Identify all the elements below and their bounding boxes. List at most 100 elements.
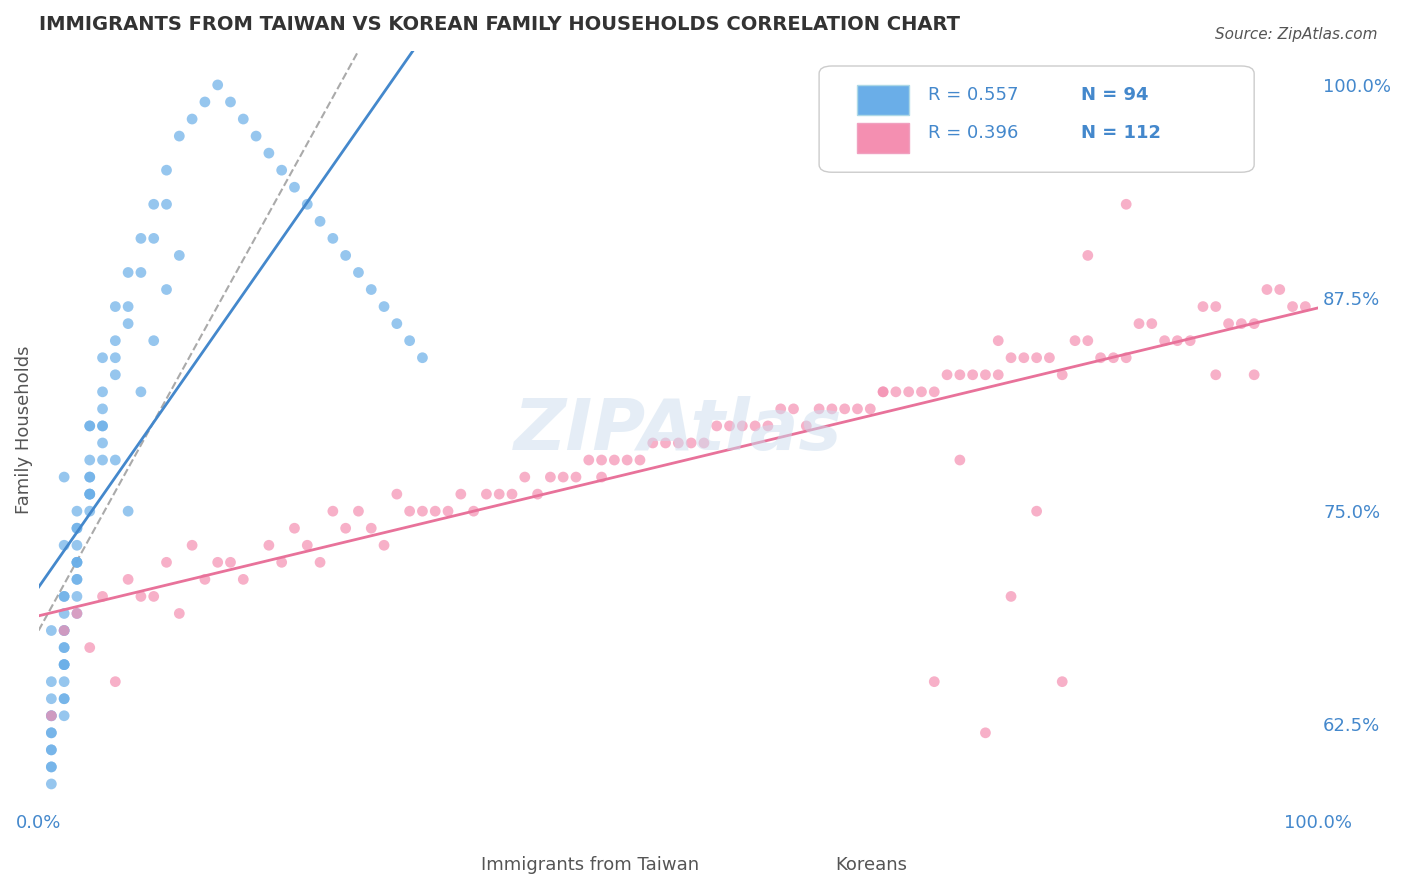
Point: [872, 384, 894, 399]
Point: [79, 418, 101, 433]
Point: [91, 590, 114, 604]
Point: [232, 573, 254, 587]
Point: [373, 300, 395, 314]
Point: [666, 436, 689, 450]
Point: [859, 401, 882, 416]
Point: [821, 401, 844, 416]
Point: [41, 708, 63, 723]
Point: [949, 368, 972, 382]
Point: [1192, 300, 1215, 314]
Point: [79, 487, 101, 501]
Point: [41, 674, 63, 689]
Point: [360, 521, 382, 535]
Point: [1140, 317, 1163, 331]
Point: [1230, 317, 1253, 331]
Point: [104, 351, 127, 365]
Point: [385, 487, 408, 501]
Point: [41, 777, 63, 791]
Point: [53, 624, 76, 638]
Point: [66, 521, 89, 535]
Point: [1000, 351, 1022, 365]
Point: [66, 607, 89, 621]
Point: [962, 368, 984, 382]
Point: [450, 487, 472, 501]
Point: [79, 470, 101, 484]
Point: [142, 334, 165, 348]
Point: [731, 418, 754, 433]
Point: [628, 453, 651, 467]
Point: [322, 504, 344, 518]
Point: [654, 436, 676, 450]
Point: [782, 401, 804, 416]
Point: [681, 436, 703, 450]
Point: [309, 555, 332, 569]
Point: [1281, 300, 1303, 314]
Point: [1077, 248, 1099, 262]
Point: [66, 573, 89, 587]
Point: [1077, 334, 1099, 348]
Text: IMMIGRANTS FROM TAIWAN VS KOREAN FAMILY HOUSEHOLDS CORRELATION CHART: IMMIGRANTS FROM TAIWAN VS KOREAN FAMILY …: [38, 15, 959, 34]
Text: ZIPAtlas: ZIPAtlas: [515, 396, 842, 465]
Point: [207, 555, 229, 569]
Point: [53, 640, 76, 655]
Point: [91, 453, 114, 467]
Point: [283, 180, 305, 194]
Point: [1102, 351, 1125, 365]
Point: [718, 418, 741, 433]
Point: [987, 334, 1010, 348]
Point: [53, 657, 76, 672]
Point: [1218, 317, 1240, 331]
Point: [207, 78, 229, 92]
Point: [1115, 197, 1137, 211]
Text: R = 0.396: R = 0.396: [928, 124, 1018, 142]
Point: [1166, 334, 1188, 348]
Point: [398, 504, 420, 518]
Point: [104, 674, 127, 689]
Point: [66, 607, 89, 621]
Point: [1243, 368, 1265, 382]
Point: [309, 214, 332, 228]
Point: [706, 418, 728, 433]
Point: [922, 674, 945, 689]
Point: [66, 573, 89, 587]
Point: [91, 418, 114, 433]
Point: [117, 300, 139, 314]
Point: [297, 197, 319, 211]
Point: [1268, 283, 1291, 297]
Point: [538, 470, 561, 484]
Point: [41, 760, 63, 774]
Point: [283, 521, 305, 535]
Point: [181, 538, 204, 552]
Point: [155, 163, 177, 178]
Point: [475, 487, 498, 501]
Point: [1038, 351, 1060, 365]
Point: [66, 555, 89, 569]
Point: [411, 504, 433, 518]
Point: [693, 436, 716, 450]
Point: [142, 231, 165, 245]
Point: [297, 538, 319, 552]
Point: [53, 640, 76, 655]
Point: [79, 487, 101, 501]
Point: [53, 691, 76, 706]
Point: [117, 504, 139, 518]
Point: [1205, 368, 1227, 382]
Point: [1064, 334, 1087, 348]
Point: [513, 470, 536, 484]
Point: [463, 504, 485, 518]
FancyBboxPatch shape: [858, 85, 908, 115]
Point: [53, 590, 76, 604]
Point: [257, 146, 280, 161]
Point: [169, 248, 191, 262]
Point: [897, 384, 920, 399]
Point: [347, 504, 370, 518]
Point: [142, 590, 165, 604]
Point: [322, 231, 344, 245]
Point: [155, 283, 177, 297]
Point: [79, 470, 101, 484]
Point: [104, 368, 127, 382]
Point: [1050, 368, 1073, 382]
Point: [425, 504, 447, 518]
Text: Immigrants from Taiwan: Immigrants from Taiwan: [481, 856, 700, 874]
Point: [194, 95, 217, 109]
